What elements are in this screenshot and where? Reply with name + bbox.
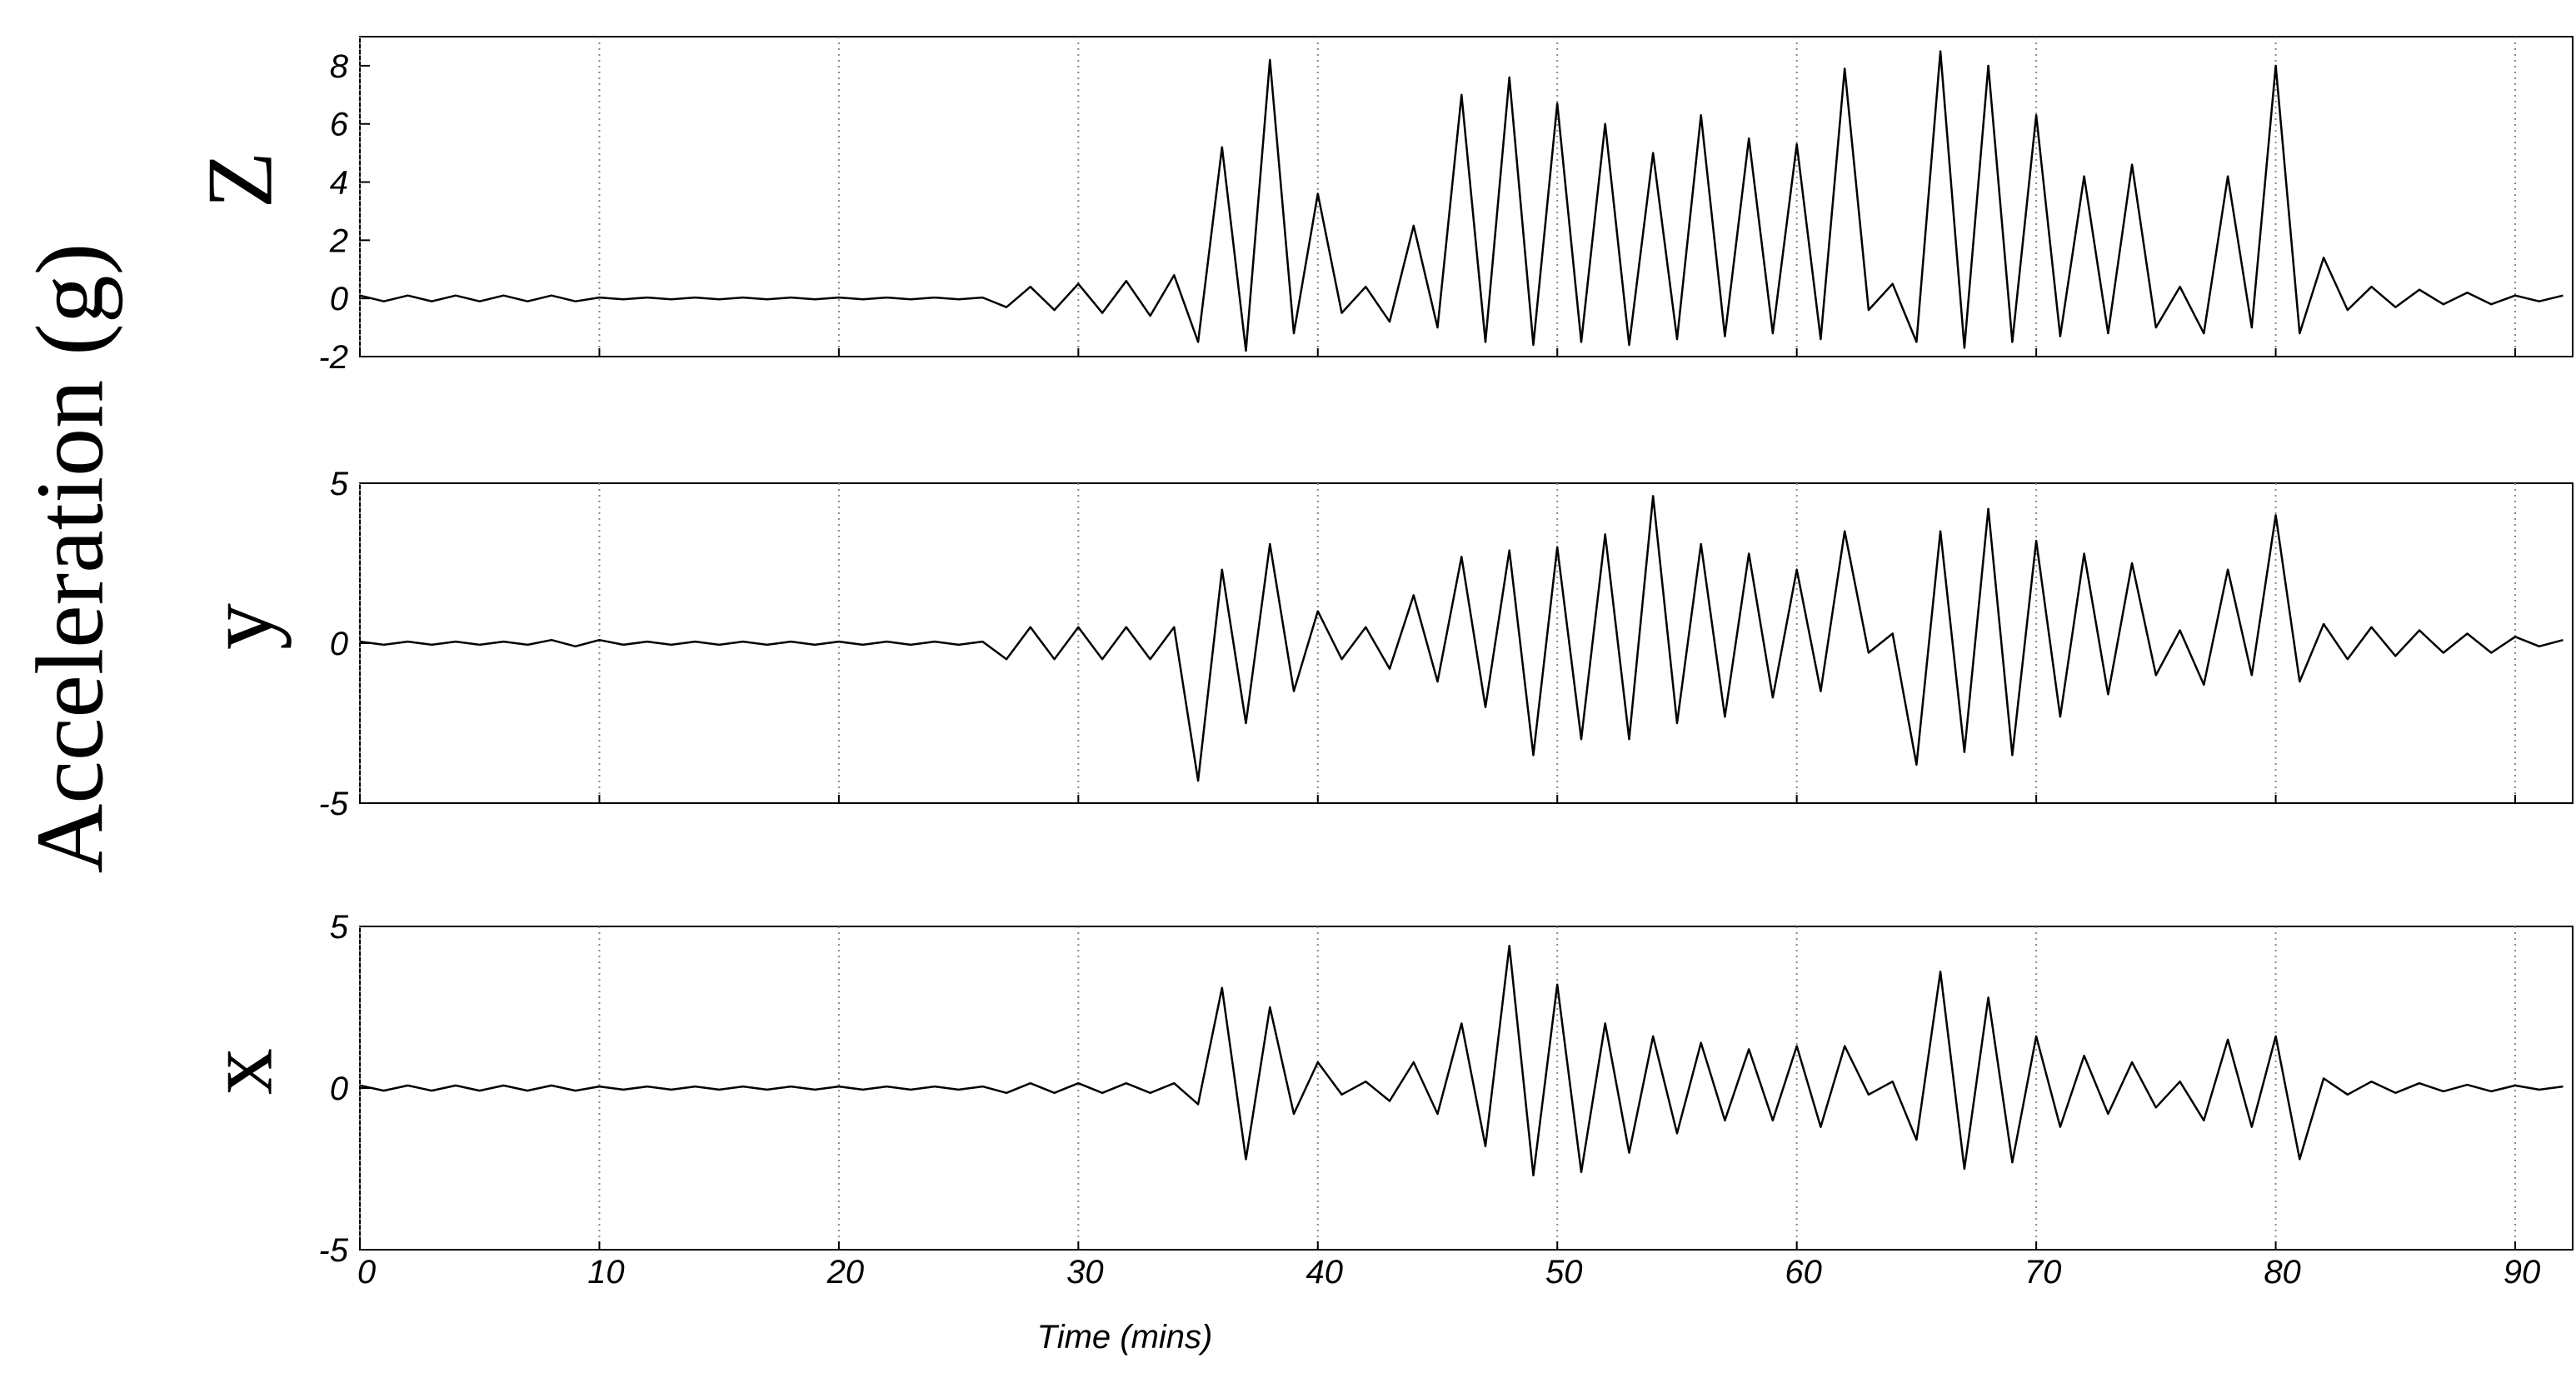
y-tick-label: 0 [330, 626, 348, 662]
plot-area [359, 482, 2574, 804]
plot-area [359, 36, 2574, 357]
x-tick-label: 30 [1066, 1254, 1104, 1291]
x-axis-title: Time (mins) [1037, 1319, 1213, 1356]
x-tick-label: 10 [587, 1254, 625, 1291]
x-tick-label: 50 [1545, 1254, 1583, 1291]
y-tick-label: 5 [330, 909, 349, 946]
x-tick-label: 70 [2024, 1254, 2062, 1291]
panel-label: Z [189, 152, 292, 208]
y-axis-title: Acceleration (g) [17, 243, 124, 874]
signal-line [359, 50, 2564, 352]
x-tick-label: 40 [1306, 1254, 1344, 1291]
panel-label: y [189, 603, 292, 650]
y-tick-label: 5 [330, 466, 349, 502]
x-tick-label: 90 [2504, 1254, 2541, 1291]
signal-line [359, 495, 2564, 782]
x-tick-label: 20 [826, 1254, 865, 1291]
signal-line [359, 945, 2564, 1177]
y-tick-label: -5 [318, 786, 348, 822]
y-tick-label: -2 [318, 339, 348, 376]
y-tick-label: 2 [329, 222, 348, 259]
x-tick-label: 60 [1785, 1254, 1822, 1291]
y-tick-label: -5 [318, 1232, 348, 1269]
y-tick-label: 4 [330, 165, 348, 202]
y-tick-label: 8 [330, 48, 349, 85]
panel-label: x [189, 1048, 292, 1095]
y-tick-label: 0 [330, 281, 348, 317]
y-tick-label: 6 [330, 107, 349, 143]
y-tick-label: 0 [330, 1071, 348, 1107]
x-tick-label: 80 [2264, 1254, 2301, 1291]
x-tick-label: 0 [357, 1254, 376, 1291]
